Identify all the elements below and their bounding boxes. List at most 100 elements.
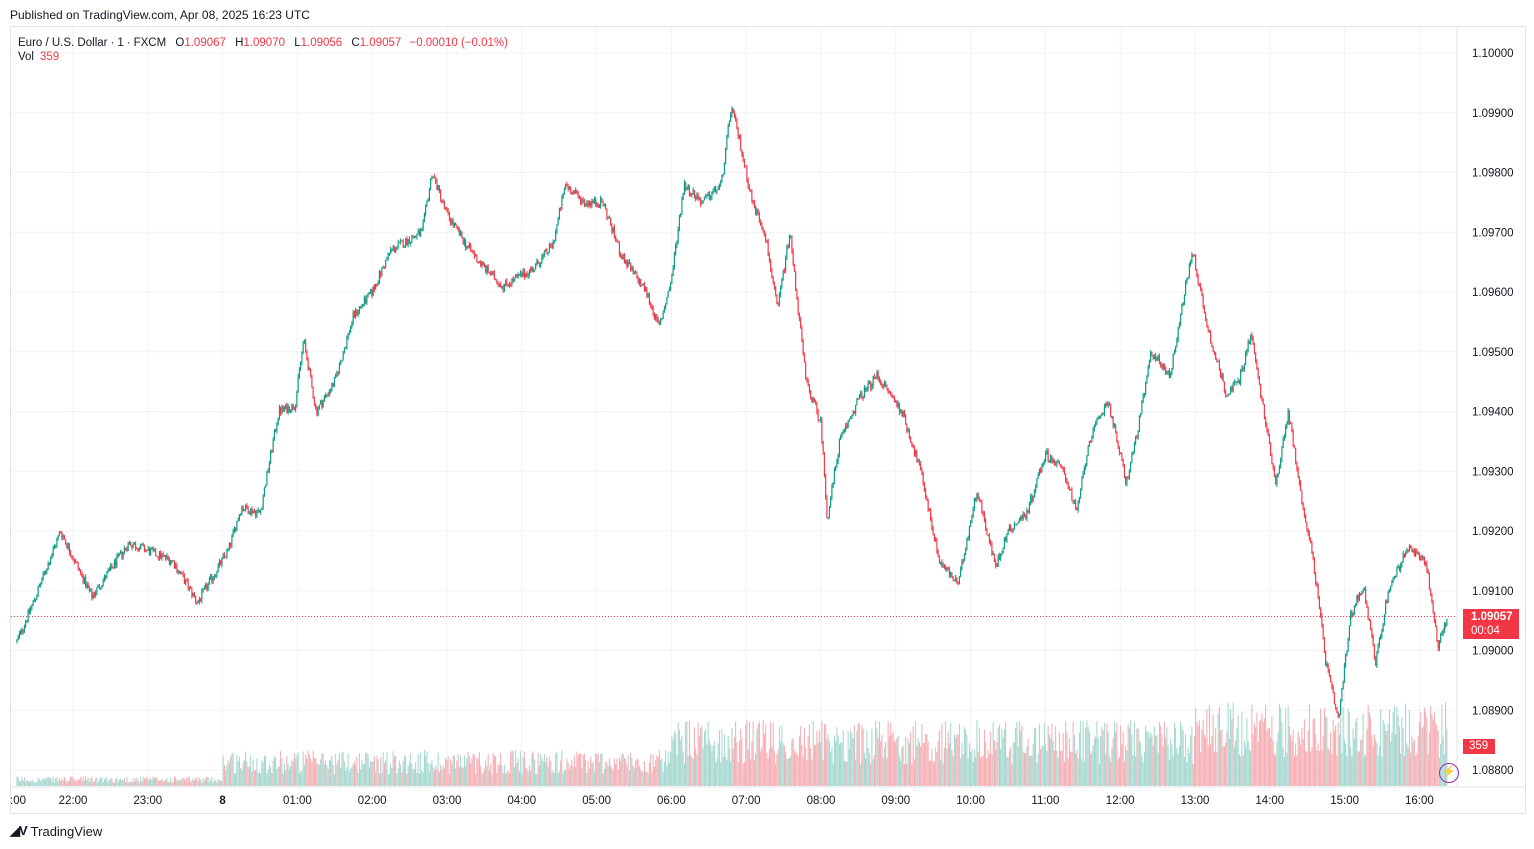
candle-body <box>492 271 494 273</box>
candles[interactable] <box>16 106 1448 719</box>
volume-bar <box>1102 730 1104 786</box>
candle-body <box>803 354 805 363</box>
candle-body <box>700 199 702 205</box>
tradingview-logo-icon[interactable]: ◢V <box>10 823 28 838</box>
candle-body <box>205 584 207 588</box>
candle-body <box>385 260 387 268</box>
candle-body <box>698 198 700 200</box>
volume-bar <box>968 743 970 786</box>
volume-bar <box>178 779 180 786</box>
candle-body <box>886 384 888 389</box>
volume-bar <box>926 734 928 786</box>
candle-body <box>171 560 173 562</box>
candle-body <box>113 560 115 568</box>
volume-bar <box>862 728 864 786</box>
candle-body <box>407 238 409 246</box>
volume-bar <box>1422 726 1424 786</box>
candle-body <box>465 240 467 248</box>
symbol-name[interactable]: Euro / U.S. Dollar <box>18 37 108 49</box>
price-tick-label: 1.09000 <box>1472 646 1514 658</box>
volume-bar <box>503 764 505 786</box>
candle-body <box>691 193 693 195</box>
candle-body <box>617 242 619 244</box>
volume-bar <box>323 764 325 786</box>
candle-body <box>1113 424 1115 427</box>
volume-bar <box>506 772 508 786</box>
candle-body <box>1212 347 1214 352</box>
candle-body <box>375 283 377 290</box>
volume-bar <box>85 776 87 786</box>
volume-bar <box>298 772 300 786</box>
candle-body <box>890 392 892 394</box>
candle-body <box>41 580 43 584</box>
volume-bar <box>302 751 304 786</box>
volume-bar <box>1170 738 1172 786</box>
lightning-icon[interactable]: ⚡ <box>1439 763 1459 783</box>
candle-body <box>1008 525 1010 532</box>
candle-body <box>865 387 867 390</box>
candle-body <box>942 565 944 567</box>
volume-bar <box>93 781 95 786</box>
volume-bar <box>1266 730 1268 786</box>
candle-body <box>806 378 808 381</box>
candle-body <box>393 246 395 252</box>
volume-bar <box>1163 722 1165 786</box>
volume-bar <box>1142 762 1144 786</box>
candle-body <box>786 245 788 258</box>
candle-body <box>1145 382 1147 394</box>
candle-body <box>202 588 204 591</box>
volume-bar <box>1290 734 1292 786</box>
volume-bar <box>1076 749 1078 786</box>
price-axis[interactable]: 1.100001.099001.098001.097001.096001.095… <box>11 27 1525 788</box>
volume-bar <box>726 759 728 786</box>
volume-bar <box>542 761 544 786</box>
candle-body <box>1297 468 1299 478</box>
candle-body <box>546 249 548 254</box>
candle-body <box>658 323 660 325</box>
candle-body <box>837 455 839 462</box>
volume-bar <box>1206 709 1208 786</box>
candle-body <box>446 207 448 211</box>
footer-brand[interactable]: TradingView <box>30 823 103 839</box>
candle-body <box>1222 374 1224 382</box>
volume-bar <box>635 760 637 786</box>
candle-body <box>1280 459 1282 467</box>
candle-body <box>1251 334 1253 338</box>
candle-body <box>503 284 505 291</box>
volume-bar <box>672 739 674 786</box>
time-axis[interactable]: :00 22:00 23:00 8 01:00 02:00 03:00 04:00 05:00 0… <box>10 795 1434 807</box>
price-tick-label: 1.09800 <box>1472 168 1514 180</box>
candle-body <box>1160 361 1162 365</box>
candle-body <box>1348 625 1350 639</box>
volume-bar <box>1227 702 1229 786</box>
volume-bar <box>1318 750 1320 786</box>
candle-body <box>1421 557 1423 560</box>
candle-body <box>1283 436 1285 439</box>
volume-bar <box>616 758 618 786</box>
candle-body <box>1375 658 1377 666</box>
candle-body <box>387 253 389 259</box>
candle-body <box>630 264 632 270</box>
volume-bar <box>1207 745 1209 786</box>
volume-bar <box>790 756 792 786</box>
volume-bar <box>361 760 363 786</box>
candle-body <box>1096 419 1098 424</box>
candle-body <box>473 253 475 257</box>
volume-bar <box>1173 722 1175 786</box>
volume-bar <box>496 772 498 786</box>
volume-bar <box>1176 748 1178 786</box>
volume-bar <box>1355 721 1357 786</box>
volume-bar <box>1250 750 1252 786</box>
volume-bar <box>293 753 295 786</box>
volume-bar <box>458 766 460 786</box>
volume-bar <box>1088 731 1090 786</box>
candle-body <box>1227 393 1229 396</box>
volume-bar <box>111 778 113 786</box>
candle-body <box>612 227 614 232</box>
volume-bar <box>742 763 744 786</box>
volume-bar <box>312 750 314 786</box>
volume-bar <box>1025 752 1027 786</box>
volume-bar <box>1070 751 1072 786</box>
volume-bar <box>1146 730 1148 786</box>
